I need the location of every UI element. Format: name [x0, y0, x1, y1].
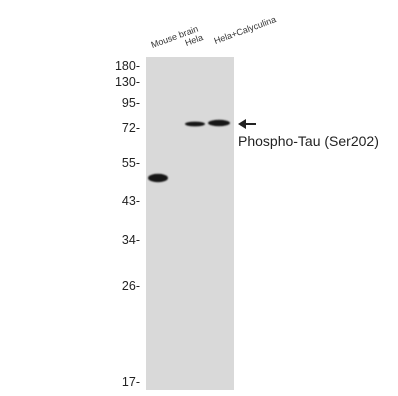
target-protein-label: Phospho-Tau (Ser202) [238, 133, 379, 149]
blot-membrane [146, 57, 234, 390]
mw-marker-130: 130- [114, 75, 140, 89]
mw-marker-17: 17- [121, 375, 140, 389]
band-hela [185, 121, 205, 127]
target-arrow-icon [238, 119, 256, 129]
mw-marker-72: 72- [121, 121, 140, 135]
band-hela-calyculina [208, 119, 230, 127]
mw-marker-34: 34- [121, 233, 140, 247]
band-mouse-brain [148, 173, 168, 183]
mw-marker-95: 95- [121, 96, 140, 110]
mw-marker-43: 43- [121, 194, 140, 208]
mw-marker-180: 180- [114, 59, 140, 73]
mw-marker-26: 26- [121, 279, 140, 293]
mw-marker-55: 55- [121, 156, 140, 170]
